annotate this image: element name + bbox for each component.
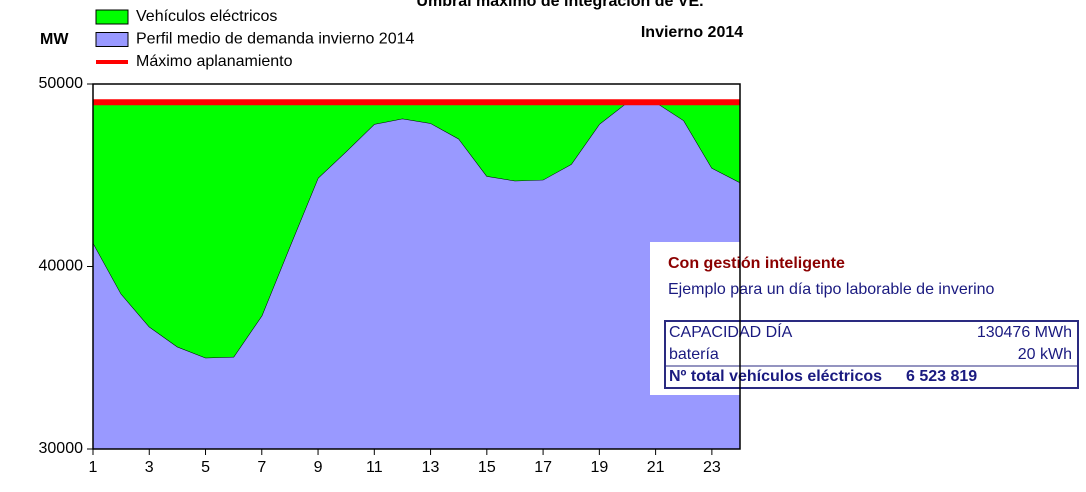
panel-cell: CAPACIDAD DÍA (669, 322, 793, 341)
panel-cell: Nº total vehículos eléctricos (669, 368, 882, 385)
x-tick-label: 1 (89, 459, 98, 476)
legend-swatch (95, 32, 129, 47)
x-tick-label: 5 (201, 459, 210, 476)
panel-cell: 6 523 819 (906, 368, 977, 385)
legend-label: Máximo aplanamiento (136, 53, 293, 70)
chart-subtitle: Invierno 2014 (641, 24, 743, 41)
x-tick-label: 19 (590, 459, 608, 476)
x-tick-label: 23 (703, 459, 721, 476)
chart-title: Umbral máximo de integración de VE. (416, 0, 703, 10)
x-tick-label: 21 (647, 459, 665, 476)
x-tick-label: 15 (478, 459, 496, 476)
panel-subtitle: Ejemplo para un día tipo laborable de in… (668, 281, 995, 298)
y-tick-label: 30000 (39, 440, 84, 457)
panel-cell: batería (669, 346, 719, 363)
x-tick-label: 7 (257, 459, 266, 476)
legend-label: Perfil medio de demanda invierno 2014 (136, 31, 415, 48)
y-tick-label: 50000 (39, 75, 84, 92)
panel-table: CAPACIDAD DÍA 130476 MWh batería 20 kWh Nº t… (669, 322, 1072, 385)
panel-table-border (664, 320, 1079, 389)
x-tick-label: 17 (534, 459, 552, 476)
x-tick-label: 9 (314, 459, 323, 476)
plot (92, 99, 741, 449)
area (93, 102, 740, 358)
legend-label: Vehículos eléctricos (136, 8, 277, 25)
panel-cell: 130476 MWh (977, 324, 1072, 341)
legend-swatch (95, 9, 129, 25)
area (93, 102, 740, 449)
panel-cell: 20 kWh (1018, 346, 1072, 363)
y-tick-label: 40000 (39, 258, 84, 275)
y-axis-label: MW (40, 31, 69, 48)
panel-box (650, 242, 1086, 395)
x-tick-label: 11 (366, 459, 383, 476)
x-tick-label: 13 (422, 459, 440, 476)
legend-swatch (96, 60, 128, 64)
x-tick-label: 3 (145, 459, 154, 476)
panel-title: Con gestión inteligente (668, 255, 845, 272)
